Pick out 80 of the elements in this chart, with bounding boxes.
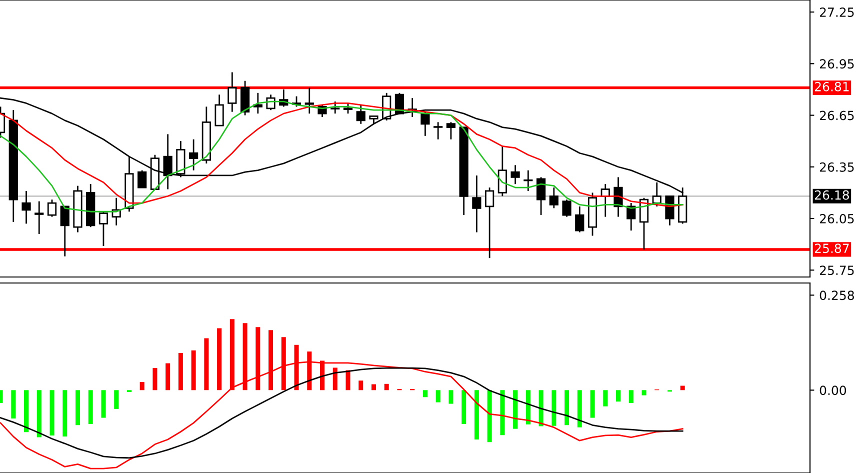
bar [552,390,556,426]
bar [371,384,376,390]
bar [436,390,440,402]
bar [680,386,685,390]
candlestick [665,195,674,226]
y-tick-label: 26.05 [820,214,854,224]
bar [358,380,364,390]
bar [217,328,222,390]
candlestick [562,198,572,218]
bar [590,390,595,418]
candlestick [343,102,353,114]
candlestick [498,146,507,197]
y-tick-label: 26.65 [820,110,854,120]
candlestick [47,198,57,218]
candlestick [266,94,276,111]
bar [62,390,68,437]
y-tick-label: 26.35 [820,162,854,172]
candlestick [472,174,482,233]
candlestick [549,186,558,209]
y-tick-label: 0.00 [820,386,846,396]
bar [642,390,646,396]
candlestick [446,121,456,140]
bar [513,390,518,429]
candlestick [304,87,314,114]
bar [24,390,29,432]
bar [101,390,106,418]
candlestick [536,176,546,216]
candlestick [575,206,584,233]
bar [384,384,389,390]
candlestick [253,92,262,114]
y-tick-label: 27.25 [820,8,854,17]
bar [191,350,196,390]
candlestick [214,94,224,126]
candlestick [22,190,31,224]
candlestick [138,170,147,188]
candlestick [189,138,198,172]
bar [487,390,492,442]
bar [564,390,570,426]
bar [448,390,454,404]
y-tick-label: 0.258 [820,290,854,300]
bar [114,390,119,409]
ref-line-label: 25.87 [814,244,849,254]
candlestick [434,121,443,140]
bar [178,352,183,390]
bar [88,390,93,424]
bar [11,390,16,419]
candlestick [484,186,494,259]
bar [603,390,608,406]
line-series [0,367,684,459]
bar [616,390,620,402]
candlestick [228,72,237,113]
ref-line-label: 26.18 [814,190,849,200]
bar [332,368,338,390]
candlestick [34,200,44,235]
candlestick [510,164,520,185]
candlestick [356,104,366,125]
candlestick [60,206,70,258]
bar [577,390,582,428]
bar [50,390,54,436]
bar [628,390,634,404]
bar [204,338,209,390]
candlestick [420,111,430,137]
bar [538,390,544,426]
bar [346,370,350,390]
bar [140,382,144,390]
bar [474,390,479,440]
bar [462,390,466,424]
candlestick [98,210,108,247]
candlestick [330,100,340,114]
ref-line-label: 26.81 [814,82,849,92]
bar [152,368,158,390]
bar [526,390,530,424]
bar [75,390,80,426]
bar [166,363,170,390]
y-tick-label: 25.75 [820,266,854,276]
bar [422,390,428,398]
y-tick-label: 26.95 [820,59,854,69]
candlestick [524,170,533,192]
bar [500,390,505,436]
bar [36,390,42,438]
